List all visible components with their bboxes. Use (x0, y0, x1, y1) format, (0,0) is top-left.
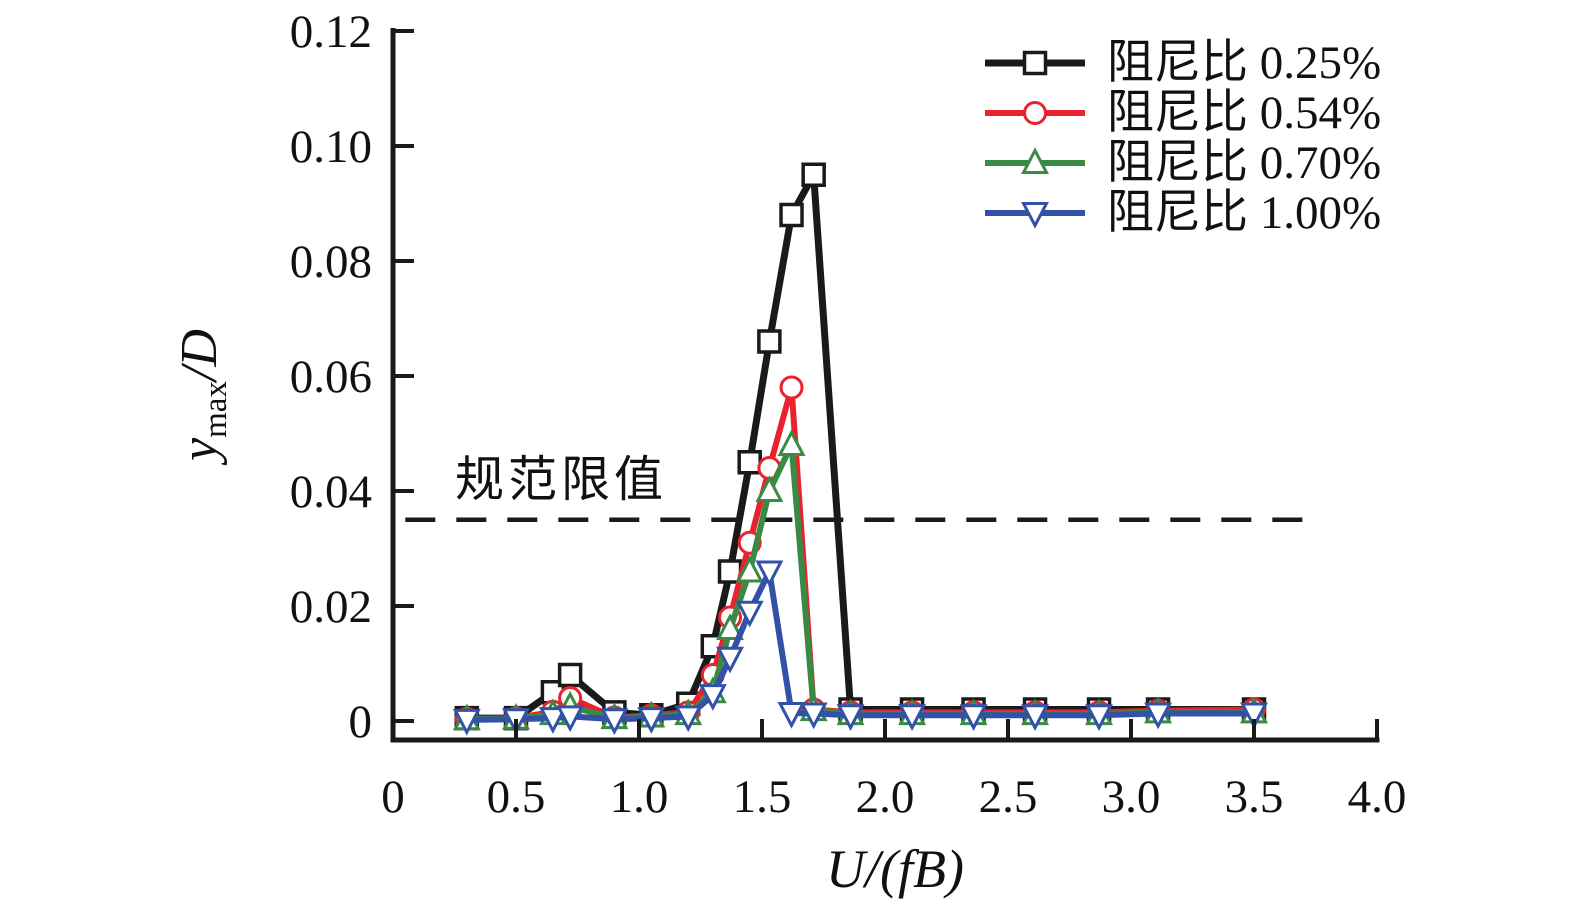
y-axis-title: ymax/D (170, 255, 234, 535)
y-tick-label: 0.12 (290, 6, 372, 58)
data-point-triangle-down-icon (556, 705, 585, 733)
legend-label: 阻尼比 0.54% (1107, 87, 1382, 139)
data-point-square-icon (1022, 50, 1048, 76)
data-point-triangle-down-icon (777, 701, 806, 729)
legend-line-triangle-up-icon (985, 147, 1085, 174)
data-point-triangle-down-icon (836, 704, 865, 731)
data-point-triangle-down-icon (698, 684, 727, 711)
data-point-triangle-down-icon (898, 704, 927, 731)
legend-item: 阻尼比 1.00% (985, 188, 1381, 238)
legend-line-square-icon (985, 50, 1085, 76)
data-point-triangle-up-icon (755, 475, 784, 502)
data-point-circle-icon (779, 375, 804, 400)
y-tick-label: 0.02 (290, 581, 372, 633)
x-tick-label: 4.0 (1348, 771, 1407, 823)
legend-item: 阻尼比 0.70% (985, 138, 1381, 188)
x-tick-label: 1.5 (733, 771, 792, 823)
data-point-triangle-down-icon (716, 646, 744, 674)
x-tick-label: 3.5 (1225, 771, 1284, 823)
legend-label: 阻尼比 0.25% (1107, 37, 1382, 89)
data-point-triangle-down-icon (637, 707, 666, 734)
data-point-triangle-up-icon (777, 429, 806, 456)
legend-label: 阻尼比 0.70% (1107, 137, 1382, 189)
x-tick-label: 2.5 (979, 771, 1038, 823)
x-tick-label: 3.0 (1102, 771, 1161, 823)
legend-label: 阻尼比 1.00% (1107, 187, 1382, 239)
x-tick-label: 1.0 (610, 771, 669, 823)
data-point-triangle-down-icon (1085, 704, 1113, 731)
data-point-circle-icon (1023, 101, 1047, 125)
y-axis-title-var: y (171, 437, 228, 461)
data-point-square-icon (801, 162, 826, 187)
data-point-triangle-up-icon (716, 613, 744, 640)
data-point-square-icon (757, 329, 782, 354)
data-point-triangle-down-icon (674, 705, 703, 733)
y-tick-label: 0.06 (290, 351, 372, 403)
x-tick-label: 0.5 (487, 771, 546, 823)
y-axis-title-rest: /D (171, 329, 228, 382)
y-tick-label: 0.04 (290, 466, 372, 518)
data-point-triangle-down-icon (1021, 202, 1049, 229)
data-point-square-icon (779, 202, 804, 228)
data-point-triangle-down-icon (959, 704, 988, 731)
legend-line-circle-icon (985, 101, 1085, 125)
data-point-triangle-down-icon (600, 708, 629, 736)
x-tick-label: 0 (381, 771, 405, 823)
y-axis-title-sub: max (198, 381, 234, 438)
data-point-triangle-down-icon (1240, 702, 1268, 730)
data-point-triangle-down-icon (538, 707, 567, 734)
legend-item: 阻尼比 0.25% (985, 38, 1381, 88)
data-point-triangle-down-icon (799, 702, 828, 730)
reference-line-label: 规范限值 (455, 452, 668, 507)
data-point-triangle-down-icon (1144, 702, 1173, 730)
data-point-triangle-down-icon (755, 560, 784, 588)
x-tick-label: 2.0 (856, 771, 915, 823)
legend: 阻尼比 0.25% 阻尼比 0.54% 阻尼比 0.70% 阻尼比 1.00% (985, 38, 1381, 238)
data-point-triangle-down-icon (452, 708, 481, 736)
legend-item: 阻尼比 0.54% (985, 88, 1381, 138)
data-point-square-icon (557, 662, 583, 688)
data-point-triangle-up-icon (735, 555, 764, 583)
series-line-1 (466, 386, 1255, 722)
y-tick-label: 0 (349, 696, 373, 748)
legend-line-triangle-down-icon (985, 202, 1085, 229)
data-point-triangle-down-icon (1021, 704, 1050, 731)
data-point-triangle-down-icon (735, 600, 764, 628)
y-tick-label: 0.10 (290, 121, 372, 173)
y-tick-label: 0.08 (290, 236, 372, 288)
data-point-triangle-up-icon (1021, 147, 1049, 174)
data-point-square-icon (737, 450, 762, 475)
x-axis-title: U/(fB) (826, 839, 964, 899)
